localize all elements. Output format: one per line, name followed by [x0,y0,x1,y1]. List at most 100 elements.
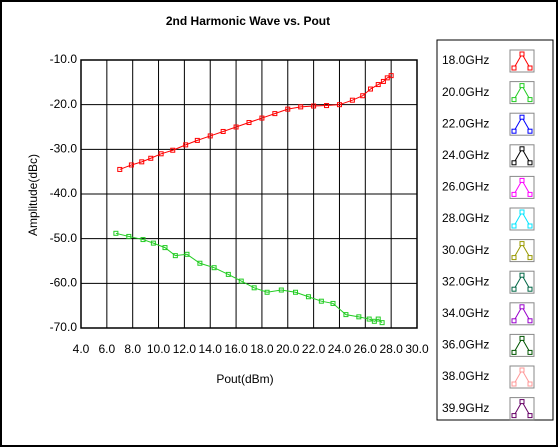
x-tick-label: 28.0 [379,342,403,356]
legend-icon-marker [511,65,517,71]
point [264,289,270,295]
point [343,312,349,318]
legend-icon-marker [527,65,533,71]
point [170,147,176,153]
x-tick-label: 16.0 [224,342,248,356]
y-axis-label: Amplitude(dBc) [26,154,40,236]
x-tick-label: 26.0 [354,342,378,356]
legend-icon [509,112,535,136]
point [379,320,385,326]
legend-icon-marker [527,191,533,197]
legend-icon-marker [519,114,525,120]
legend-icon-marker [519,83,525,89]
legend-icon-marker [527,286,533,292]
point [128,162,134,168]
point [293,289,299,295]
point [272,111,278,117]
point [117,166,123,172]
legend-icon [509,397,535,421]
legend-label: 20.0GHz [442,85,489,99]
point [139,159,145,165]
legend-icon-marker [527,349,533,355]
legend-icon-marker [527,381,533,387]
legend-icon-marker [527,413,533,419]
legend-icon-marker [519,399,525,405]
legend-icon [509,81,535,105]
x-tick-label: 12.0 [173,342,197,356]
legend-label: 34.0GHz [442,306,489,320]
point [183,142,189,148]
point [259,115,265,121]
legend-label: 38.0GHz [442,369,489,383]
point [375,82,381,88]
legend-label: 39.9GHz [442,401,489,415]
legend-icon-marker [527,255,533,261]
legend-label: 18.0GHz [442,53,489,67]
legend-icon-marker [527,318,533,324]
point [356,314,362,320]
legend-icon-marker [511,381,517,387]
legend-icon [509,175,535,199]
legend-icon-marker [511,255,517,261]
point [318,298,324,304]
legend-icon-marker [511,191,517,197]
legend-icon-marker [511,223,517,229]
legend-label: 28.0GHz [442,211,489,225]
legend-icon-marker [511,128,517,134]
legend-label: 24.0GHz [442,148,489,162]
point [366,316,372,322]
point [220,128,226,134]
x-tick-label: 30.0 [405,342,429,356]
legend-icon-marker [511,97,517,103]
point [298,104,304,110]
point [305,294,311,300]
legend-icon-marker [519,304,525,310]
legend-icon-marker [519,335,525,341]
y-tick-label: -30.0 [50,142,78,156]
legend-icon-marker [511,318,517,324]
point [184,251,190,257]
x-tick-label: 4.0 [73,342,90,356]
point [233,124,239,130]
point [158,151,164,157]
point [113,230,119,236]
x-tick-label: 22.0 [302,342,326,356]
point [330,300,336,306]
point [336,102,342,108]
point [194,137,200,143]
legend-icon-marker [511,160,517,166]
x-tick-label: 20.0 [276,342,300,356]
legend-label: 26.0GHz [442,180,489,194]
legend-icon-marker [519,51,525,57]
point [388,73,394,79]
x-tick-label: 14.0 [199,342,223,356]
legend-label: 30.0GHz [442,243,489,257]
legend-icon-marker [519,367,525,373]
legend-icon-marker [519,177,525,183]
y-tick-label: -10.0 [50,52,78,66]
legend-icon [509,207,535,231]
point [285,106,291,112]
y-tick-label: -60.0 [50,276,78,290]
legend-icon [509,239,535,263]
point [197,260,203,266]
x-tick-label: 24.0 [328,342,352,356]
y-tick-label: -50.0 [50,231,78,245]
legend-label: 32.0GHz [442,274,489,288]
legend-icon [509,302,535,326]
point [162,245,168,251]
point [207,133,213,139]
legend-label: 36.0GHz [442,338,489,352]
point [172,253,178,259]
point [349,97,355,103]
point [225,271,231,277]
point [380,78,386,84]
y-tick-label: -40.0 [50,186,78,200]
point [375,316,381,322]
plot-border [80,59,418,329]
point [324,103,330,109]
legend-icon [509,333,535,357]
point [126,233,132,239]
x-tick-label: 10.0 [147,342,171,356]
